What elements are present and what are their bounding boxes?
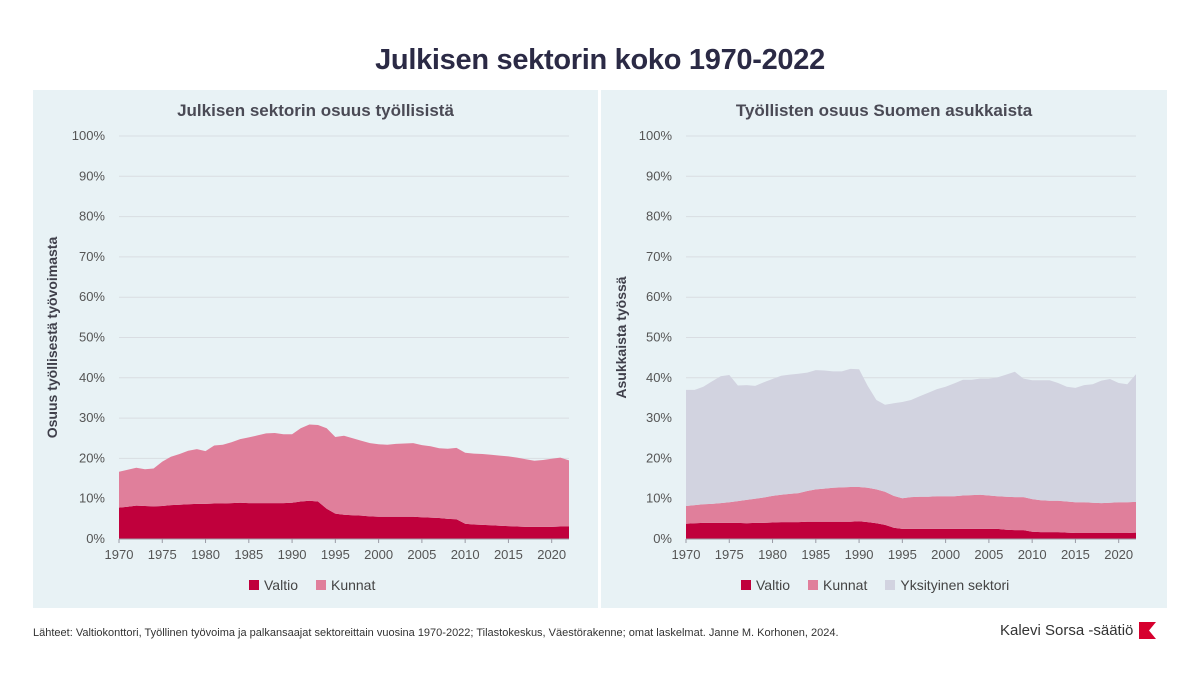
y-tick-label: 50% — [646, 330, 672, 345]
x-tick-label: 1970 — [105, 547, 134, 562]
x-tick-label: 2000 — [931, 547, 960, 562]
legend-item-valtio: Valtio — [249, 577, 298, 593]
y-tick-label: 10% — [646, 491, 672, 506]
area-series-valtio — [686, 521, 1136, 539]
legend-label-yksityinen: Yksityinen sektori — [900, 577, 1010, 593]
x-tick-label: 1970 — [672, 547, 701, 562]
y-tick-label: 70% — [79, 249, 105, 264]
x-tick-label: 2010 — [451, 547, 480, 562]
legend-item-kunnat: Kunnat — [807, 577, 868, 593]
y-tick-label: 80% — [79, 209, 105, 224]
x-tick-label: 1985 — [234, 547, 263, 562]
public-share-area-chart: 0% 10% 20% 30% 40% 50% 60% 70% 80% 90% 100% 1970 197… — [44, 128, 569, 562]
x-tick-label: 2000 — [364, 547, 393, 562]
chart-panel-employed-share: Työllisten osuus Suomen asukkaista 0% 10%… — [601, 90, 1167, 608]
main-title: Julkisen sektorin koko 1970-2022 — [375, 44, 825, 76]
y-tick-label: 30% — [79, 410, 105, 425]
legend-label-valtio: Valtio — [756, 577, 790, 593]
brand-logo-icon — [1139, 622, 1157, 639]
x-tick-label: 1985 — [801, 547, 830, 562]
x-tick-label: 2015 — [494, 547, 523, 562]
x-tick-label: 2010 — [1018, 547, 1047, 562]
chart-title: Työllisten osuus Suomen asukkaista — [735, 101, 1033, 120]
y-axis-label: Osuus työllisestä työvoimasta — [44, 237, 60, 439]
x-tick-label: 2020 — [537, 547, 566, 562]
x-tick-label: 2020 — [1104, 547, 1133, 562]
y-axis-label: Asukkaista työssä — [613, 276, 629, 398]
y-tick-label: 30% — [646, 410, 672, 425]
x-tick-label: 1980 — [191, 547, 220, 562]
y-tick-label: 90% — [79, 168, 105, 183]
y-tick-label: 0% — [86, 531, 105, 546]
y-tick-label: 100% — [639, 128, 673, 143]
x-tick-label: 1995 — [321, 547, 350, 562]
legend-swatch-kunnat — [315, 580, 326, 590]
y-tick-label: 70% — [646, 249, 672, 264]
area-series-yksityinen-sektori — [686, 368, 1136, 506]
legend-label-kunnat: Kunnat — [330, 577, 376, 593]
x-tick-label: 1990 — [278, 547, 307, 562]
chart-title: Julkisen sektorin osuus työllisistä — [177, 101, 454, 120]
chart-panel-public-share: Julkisen sektorin osuus työllisistä 0% 10… — [33, 90, 598, 608]
y-tick-label: 10% — [79, 491, 105, 506]
x-tick-label: 2015 — [1061, 547, 1090, 562]
y-tick-label: 60% — [646, 289, 672, 304]
area-series-valtio — [119, 500, 569, 539]
y-tick-label: 90% — [646, 168, 672, 183]
y-tick-label: 20% — [646, 450, 672, 465]
legend-item-yksityinen: Yksityinen sektori — [885, 577, 1009, 593]
chart-legend: Valtio Kunnat — [249, 577, 375, 593]
brand-name: Kalevi Sorsa -säätiö — [1000, 622, 1134, 639]
x-tick-label: 1975 — [715, 547, 744, 562]
x-tick-label: 1975 — [148, 547, 177, 562]
x-tick-label: 2005 — [407, 547, 436, 562]
employed-share-area-chart: 0% 10% 20% 30% 40% 50% 60% 70% 80% 90% 100% 1970 197… — [613, 128, 1136, 562]
legend-swatch-kunnat — [807, 580, 818, 590]
y-tick-label: 40% — [79, 370, 105, 385]
y-tick-label: 60% — [79, 289, 105, 304]
legend-swatch-valtio — [741, 580, 751, 590]
legend-item-valtio: Valtio — [741, 577, 790, 593]
chart-legend: Valtio Kunnat Yksityinen sektori — [741, 577, 1009, 593]
area-series-kunnat — [119, 424, 569, 527]
legend-swatch-valtio — [249, 580, 259, 590]
x-tick-label: 2005 — [974, 547, 1003, 562]
area-series-kunnat — [686, 487, 1136, 533]
x-tick-label: 1990 — [845, 547, 874, 562]
legend-swatch-yksityinen — [885, 580, 896, 590]
y-tick-label: 40% — [646, 370, 672, 385]
y-tick-label: 0% — [653, 531, 672, 546]
x-tick-label: 1995 — [888, 547, 917, 562]
legend-label-valtio: Valtio — [264, 577, 298, 593]
y-tick-label: 80% — [646, 209, 672, 224]
legend-item-kunnat: Kunnat — [315, 577, 376, 593]
legend-label-kunnat: Kunnat — [822, 577, 868, 593]
x-tick-label: 1980 — [758, 547, 787, 562]
source-note: Lähteet: Valtiokonttori, Työllinen työvo… — [33, 627, 839, 639]
y-tick-label: 20% — [79, 450, 105, 465]
y-tick-label: 100% — [72, 128, 106, 143]
brand: Kalevi Sorsa -säätiö — [1000, 622, 1157, 639]
y-tick-label: 50% — [79, 330, 105, 345]
